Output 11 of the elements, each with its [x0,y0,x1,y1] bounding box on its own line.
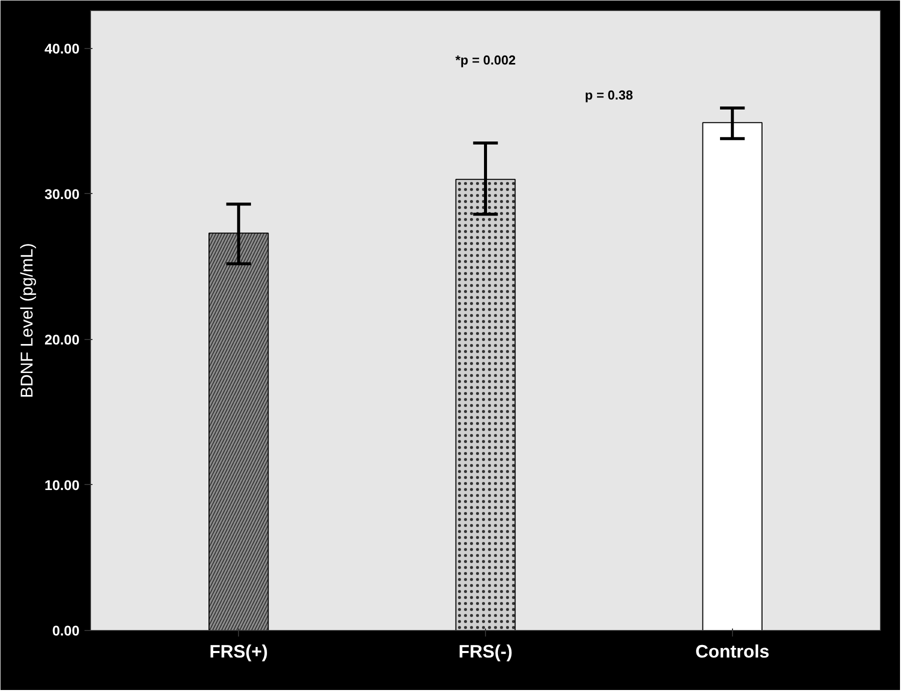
y-axis-title: BDNF Level (pg/mL) [17,243,36,398]
y-tick-label: 40.00 [44,40,80,56]
x-tick-label: FRS(+) [209,642,268,662]
y-tick-label: 20.00 [44,331,80,348]
x-tick-label: Controls [695,642,770,662]
annotation: *p = 0.002 [455,52,516,68]
annotation: p = 0.38 [584,88,633,103]
y-tick-label: 0.00 [52,622,80,638]
y-tick-label: 30.00 [44,186,80,202]
x-tick-label: FRS(-) [458,642,512,662]
y-tick-label: 10.00 [44,476,80,493]
